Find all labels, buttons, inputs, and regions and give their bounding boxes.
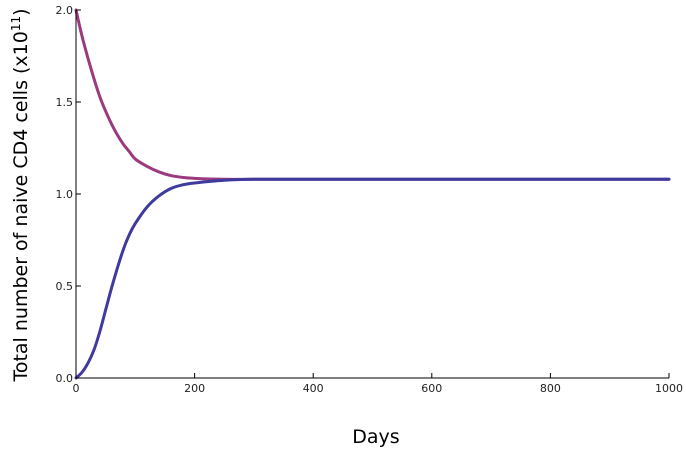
y-tick-label: 2.0 [56, 4, 74, 17]
x-tick-label: 0 [73, 382, 80, 395]
x-ticks: 0 200 400 600 800 1000 [73, 373, 683, 395]
y-axis-title: Total number of naive CD4 cells (x1011) [9, 8, 32, 382]
x-tick-label: 400 [303, 382, 324, 395]
y-tick-label: 1.5 [56, 96, 74, 109]
y-tick-label: 0.0 [56, 372, 74, 385]
axes [75, 10, 669, 379]
y-tick-label: 1.0 [56, 188, 74, 201]
x-axis-title: Days [352, 426, 399, 448]
plot-area [74, 8, 671, 380]
x-tick-label: 200 [184, 382, 205, 395]
series-line-decreasing [74, 8, 671, 181]
y-ticks: 0.0 0.5 1.0 1.5 2.0 [56, 4, 81, 385]
x-tick-label: 1000 [655, 382, 683, 395]
series-line-increasing [74, 177, 671, 380]
y-axis-title-exponent: 11 [9, 16, 23, 31]
y-axis-title-main: Total number of naive CD4 cells (x10 [10, 31, 32, 382]
y-tick-label: 0.5 [56, 280, 74, 293]
y-axis-title-close: ) [10, 8, 32, 15]
x-tick-label: 800 [540, 382, 561, 395]
x-tick-label: 600 [421, 382, 442, 395]
